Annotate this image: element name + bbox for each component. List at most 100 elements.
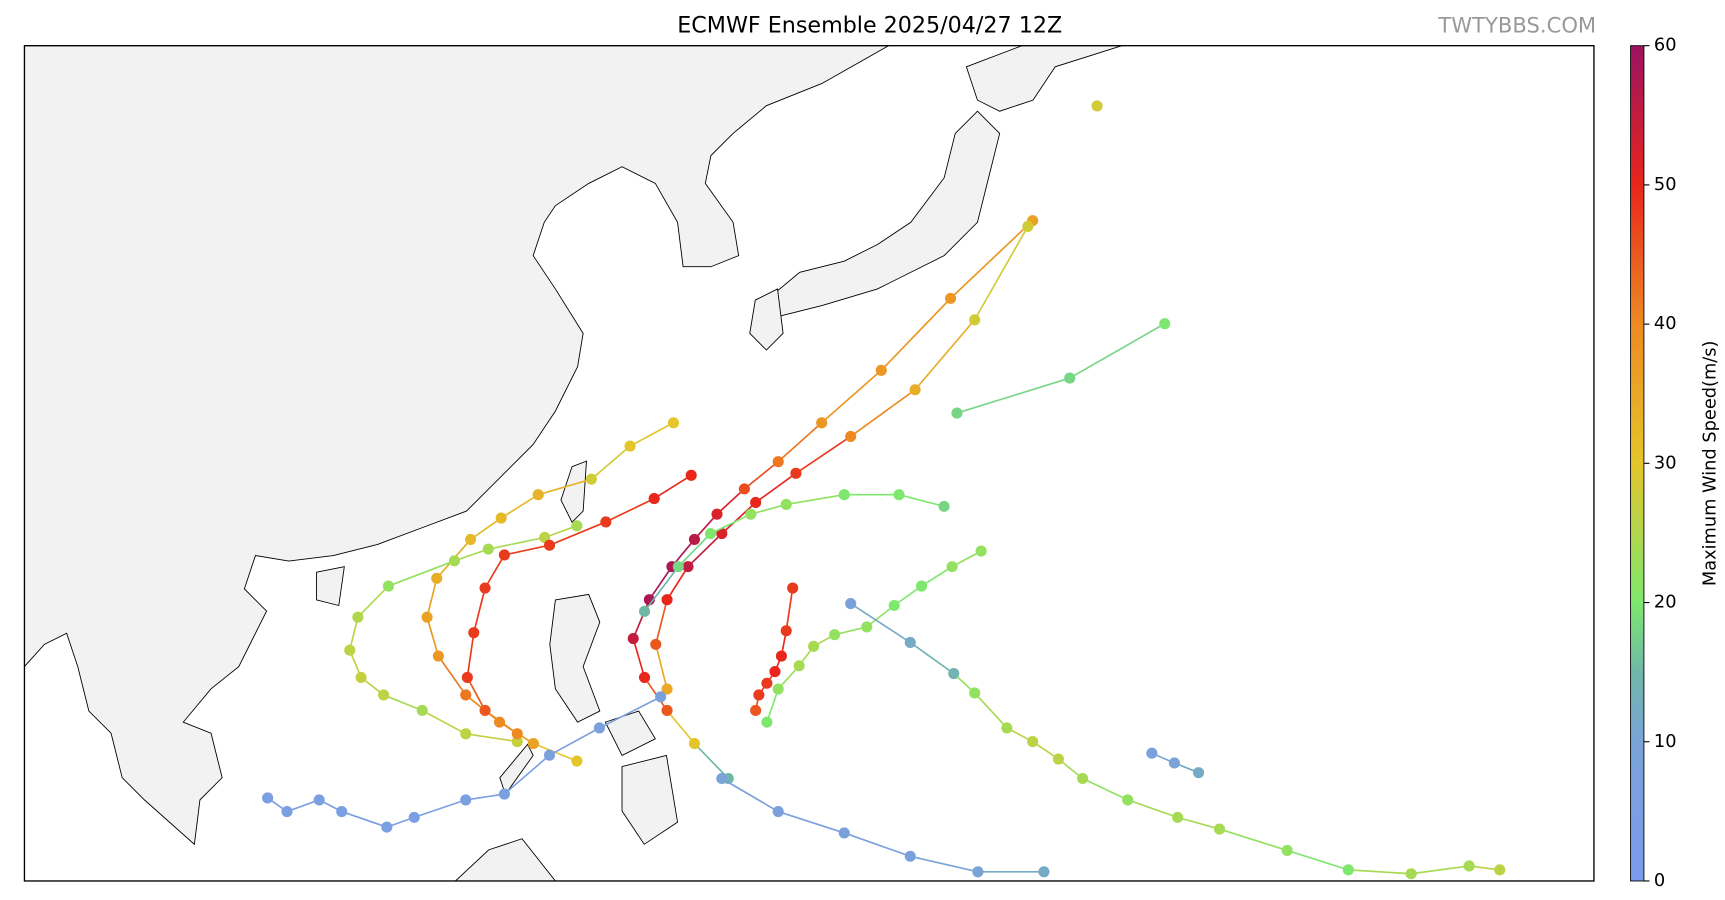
track-segment — [643, 676, 668, 711]
track-point — [780, 625, 792, 637]
track-segment — [437, 655, 467, 696]
track-segment — [777, 810, 845, 834]
track-point — [1027, 736, 1039, 748]
track-point — [969, 314, 981, 326]
watermark: TWTYBBS.COM — [1437, 12, 1596, 37]
track-point — [352, 611, 364, 623]
colorbar-tick-label: 50 — [1654, 175, 1677, 195]
track-point — [861, 621, 873, 633]
track-point — [972, 866, 984, 878]
track-point — [716, 528, 728, 540]
track-segment — [500, 494, 539, 519]
track-segment — [821, 369, 882, 424]
track-point — [1463, 860, 1475, 872]
track-segment — [470, 517, 502, 541]
track-segment — [426, 578, 438, 618]
track-point — [511, 728, 523, 740]
track-segment — [898, 493, 945, 508]
track-segment — [504, 544, 550, 556]
track-point — [661, 594, 673, 606]
track-segment — [383, 694, 423, 712]
track-point — [1077, 772, 1089, 785]
track-point — [382, 580, 394, 592]
track-segment — [549, 521, 607, 547]
track-point — [1001, 722, 1013, 734]
track-point — [1159, 318, 1171, 330]
track-point — [772, 805, 784, 818]
track-segment — [710, 513, 752, 535]
track-point — [571, 520, 583, 532]
track-point — [313, 794, 325, 806]
track-segment — [1177, 816, 1220, 830]
track-segment — [786, 493, 845, 506]
track-segment — [973, 226, 1029, 321]
track-point — [780, 498, 792, 510]
track-point — [655, 691, 667, 703]
track-segment — [454, 548, 489, 562]
track-point — [355, 671, 367, 683]
track-point — [638, 605, 651, 617]
track-segment — [654, 644, 668, 690]
track-point — [585, 473, 597, 485]
track-segment — [421, 709, 467, 735]
track-segment — [666, 566, 689, 601]
track-point — [750, 704, 762, 717]
track-point — [944, 292, 957, 304]
track-segment — [716, 488, 745, 515]
track-point — [498, 549, 510, 561]
track-point — [975, 545, 987, 557]
track-point — [532, 489, 544, 501]
track-point — [638, 671, 651, 683]
track-point — [769, 666, 781, 678]
track-segment — [348, 616, 359, 651]
track-point — [460, 794, 472, 806]
track-point — [838, 489, 850, 501]
track-point — [1091, 100, 1103, 112]
track-segment — [632, 599, 651, 639]
track-segment — [721, 777, 779, 813]
track-segment — [537, 478, 592, 496]
track-segment — [921, 565, 953, 587]
track-point — [498, 788, 510, 800]
colorbar — [1630, 45, 1645, 882]
track-segment — [654, 599, 668, 645]
track-point — [600, 516, 612, 528]
track-segment — [956, 377, 1070, 414]
track-segment — [1069, 322, 1166, 379]
track-point — [650, 638, 662, 650]
track-segment — [590, 445, 631, 480]
track-point — [688, 533, 700, 545]
track-segment — [910, 855, 979, 873]
track-segment — [1286, 849, 1349, 871]
track-segment — [750, 503, 787, 515]
track-point — [495, 512, 507, 524]
track-point — [1052, 753, 1064, 765]
tracks — [262, 100, 1506, 880]
track-point — [745, 508, 757, 520]
track-segment — [795, 435, 852, 475]
track-point — [448, 555, 461, 567]
track-segment — [743, 461, 779, 490]
track-point — [816, 417, 828, 429]
track-segment — [974, 692, 1008, 729]
track-point — [461, 671, 473, 683]
track-segment — [785, 587, 794, 631]
track-point — [790, 467, 802, 479]
track-point — [772, 683, 784, 695]
track-point — [468, 627, 480, 639]
track-point — [904, 636, 916, 648]
track-segment — [472, 587, 486, 633]
track-point — [648, 493, 660, 505]
track-segment — [488, 536, 545, 550]
track-segment — [1127, 799, 1178, 819]
track-point — [793, 660, 805, 672]
track-point — [460, 689, 472, 701]
track-segment — [632, 638, 646, 678]
track-segment — [357, 585, 390, 618]
track-point — [688, 737, 700, 750]
track-point — [682, 561, 694, 573]
track-point — [711, 508, 723, 520]
track-point — [1064, 372, 1076, 384]
track-segment — [653, 474, 692, 500]
